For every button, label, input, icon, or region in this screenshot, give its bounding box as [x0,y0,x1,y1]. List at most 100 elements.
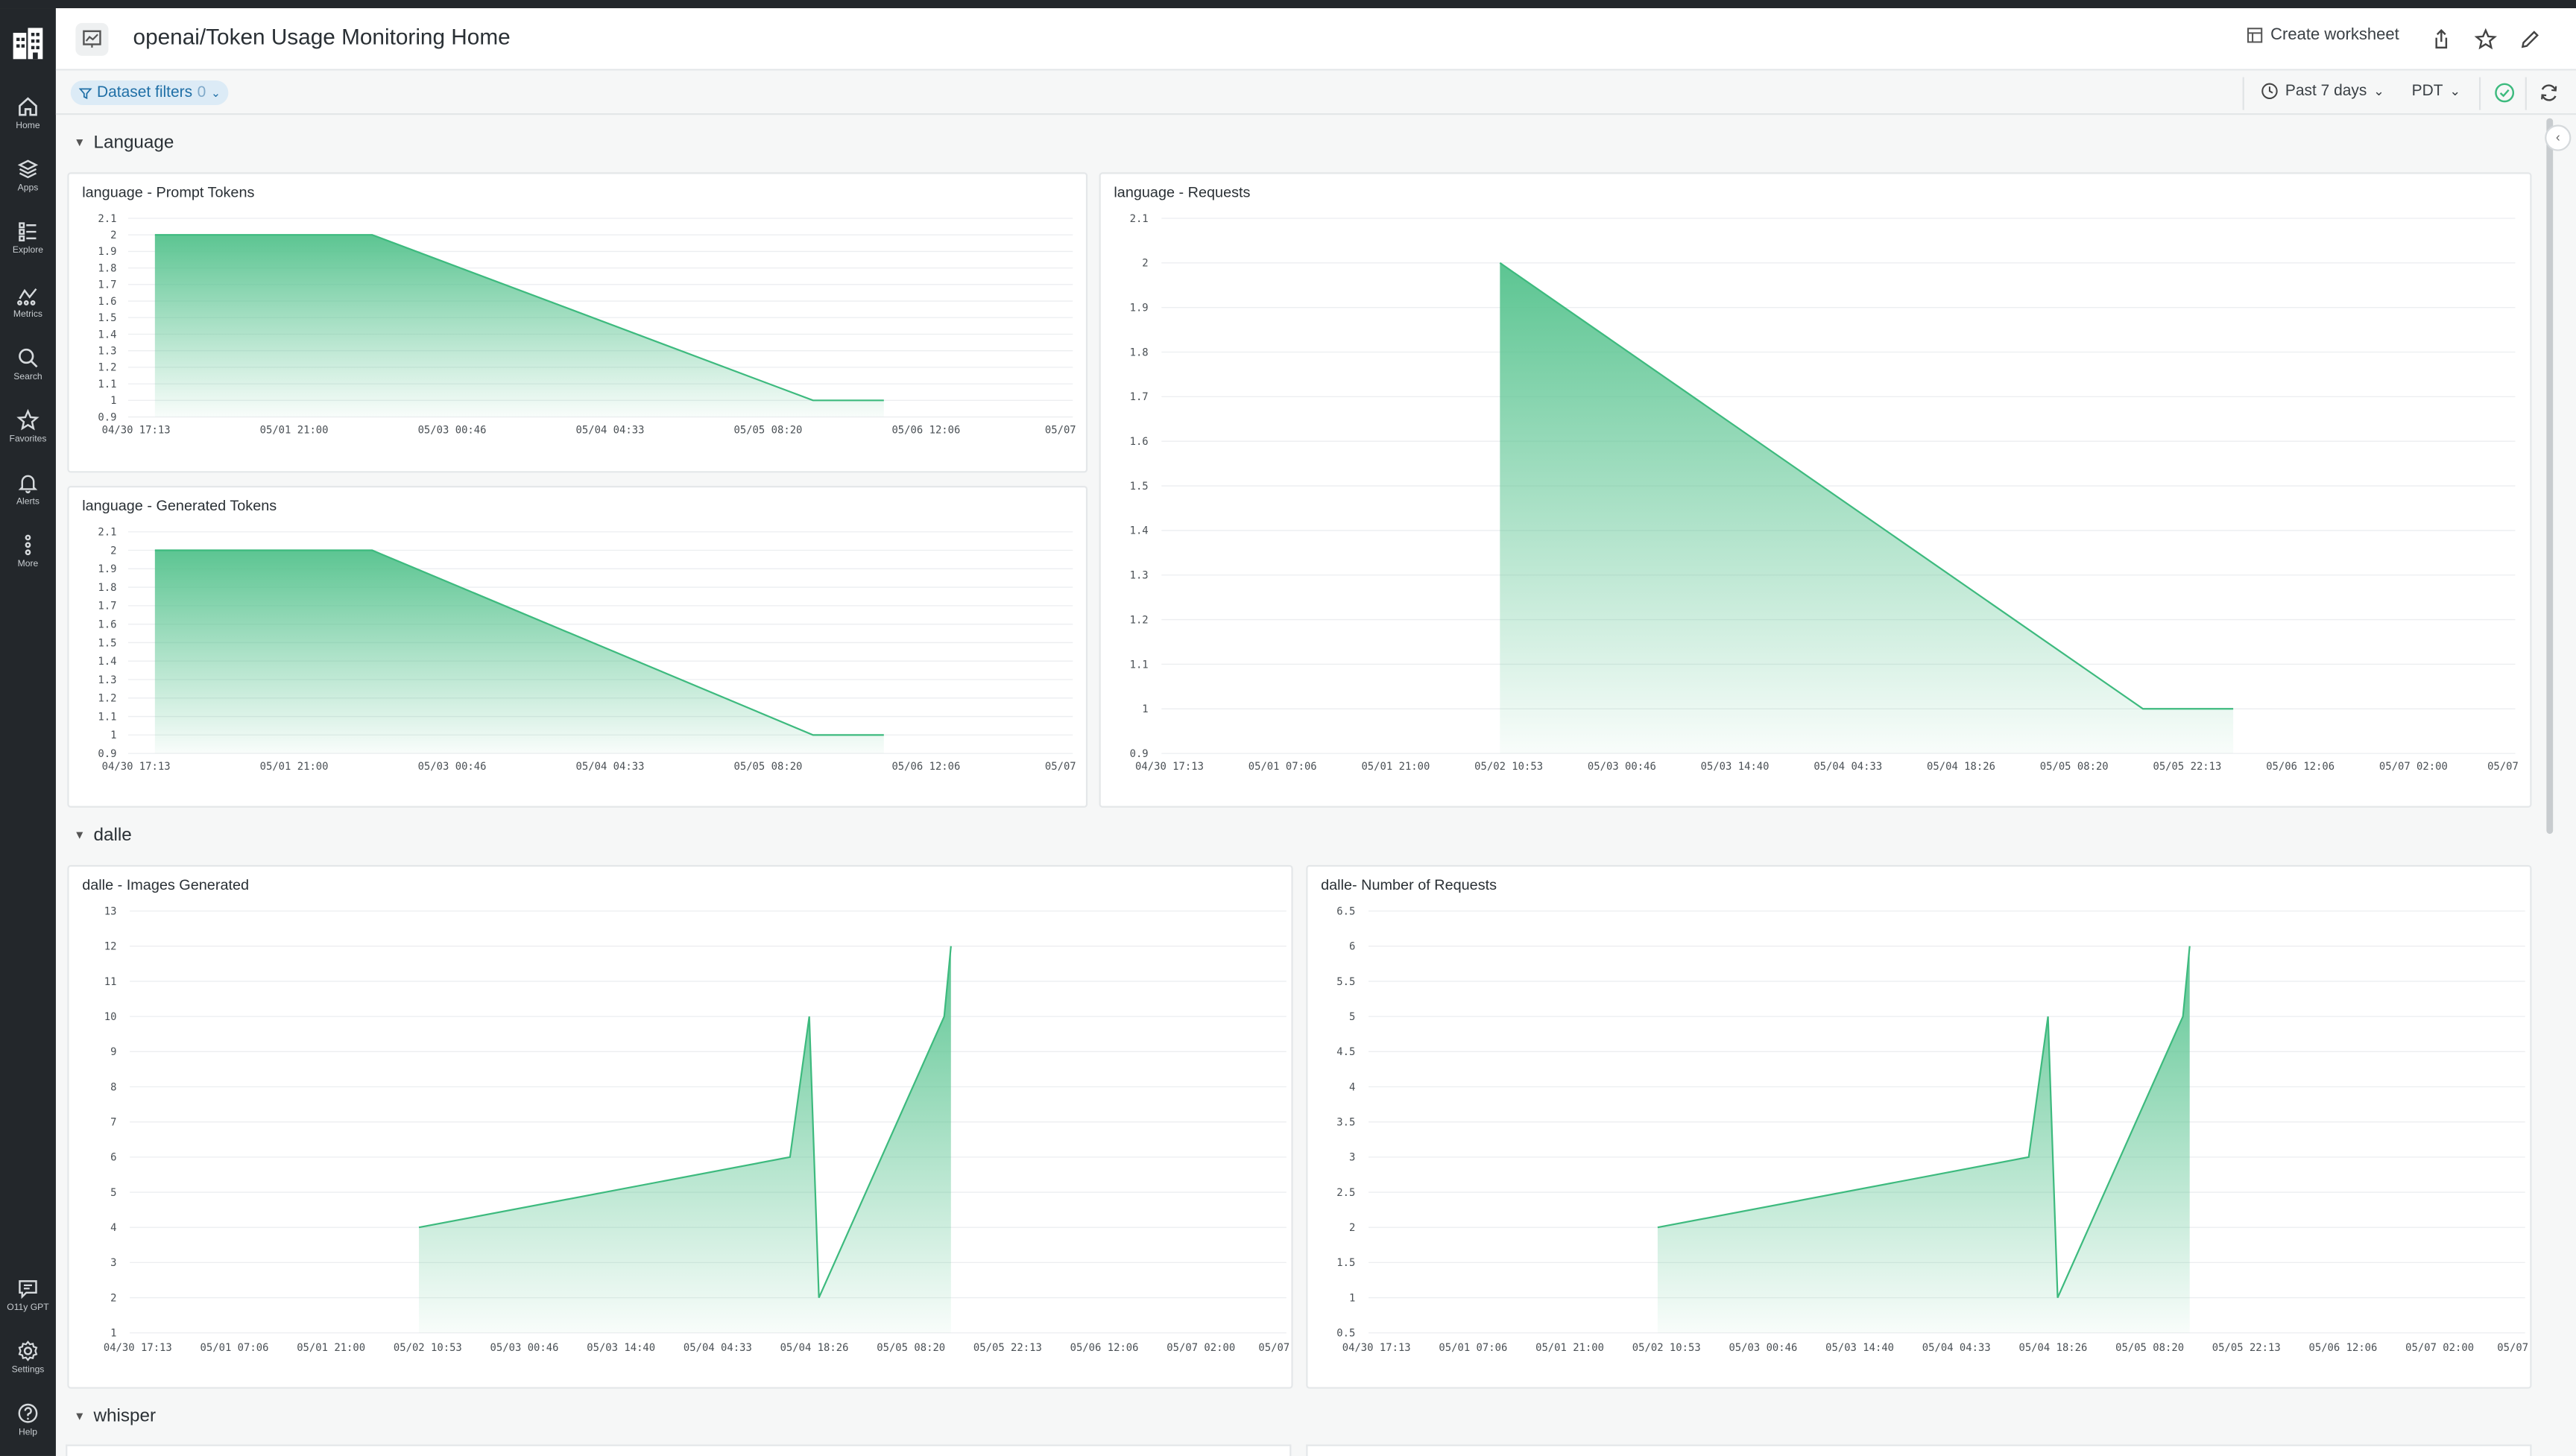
sidebar-item-label: O11y GPT [7,1303,49,1314]
sidebar-item-metrics[interactable]: Metrics [0,284,56,336]
collapse-panel-button[interactable]: ‹ [2545,124,2572,151]
sidebar-item-label: Favorites [9,434,47,445]
x-tick-label: 04/30 17:13 [1135,761,1204,773]
area-chart: 0.9 1 1.1 1.2 1.3 1.4 1.5 1.6 1.7 1.8 1.9 2 2.1 04/30… [1130,213,2519,773]
y-tick-label: 1.9 [98,563,116,575]
y-tick-label: 2 [110,1292,116,1304]
sidebar-item-o11y-gpt[interactable]: O11y GPT [0,1277,56,1329]
sidebar-item-apps[interactable]: Apps [0,157,56,209]
x-tick-label: 05/06 12:06 [891,761,960,773]
chart-panel-dalle-images-generated[interactable]: dalle - Images Generated 1 2 3 4 5 6 7 8 9 10 11 12… [67,864,1293,1389]
x-tick-label: 05/03 14:40 [1701,761,1770,773]
panel-title: language - Requests [1114,183,1251,200]
y-tick-label: 1.4 [98,656,116,668]
x-tick-label: 05/05 22:13 [2153,761,2221,773]
section-title: dalle [93,826,132,846]
chart-panel-language-generated-tokens[interactable]: language - Generated Tokens 0.9 1 1.1 1.2 1.… [67,486,1088,808]
sidebar-item-explore[interactable]: Explore [0,220,56,272]
y-tick-label: 10 [104,1011,117,1023]
sidebar-item-label: Home [16,121,40,132]
timezone-select[interactable]: PDT ⌄ [2412,82,2460,100]
x-tick-label: 05/07 02:00 [2405,1342,2474,1354]
x-tick-label: 05/01 21:00 [1361,761,1430,773]
refresh-icon[interactable] [2538,82,2560,104]
sidebar-item-search[interactable]: Search [0,346,56,399]
section-title: whisper [93,1406,157,1427]
x-tick-label: 04/30 17:13 [104,1342,172,1354]
divider [2478,77,2481,110]
sidebar-item-settings[interactable]: Settings [0,1340,56,1392]
y-tick-label: 1.8 [98,582,116,594]
y-tick-label: 6 [1349,941,1355,953]
sidebar-item-more[interactable]: More [0,534,56,586]
time-range-select[interactable]: Past 7 days ⌄ [2261,82,2384,100]
x-tick-label: 05/07 [2497,1342,2528,1354]
create-worksheet-label: Create worksheet [2270,26,2399,45]
y-tick-label: 1.4 [98,329,116,341]
time-range-value: Past 7 days [2285,82,2367,101]
x-tick-label: 05/07 [1045,425,1076,437]
y-tick-label: 1.1 [98,379,116,390]
sidebar-item-label: Explore [12,246,44,256]
y-tick-label: 1.8 [98,262,116,274]
y-tick-label: 1.6 [98,619,116,631]
x-tick-label: 05/03 00:46 [418,761,487,773]
chart-panel-language-prompt-tokens[interactable]: language - Prompt Tokens 0.9 1 1.1 1.2 1.3 1.… [67,172,1088,473]
y-tick-label: 1.9 [1130,303,1149,314]
caret-down-icon: ▼ [74,1411,86,1422]
y-tick-label: 1.3 [98,674,116,686]
page-title: openai/Token Usage Monitoring Home [133,25,511,50]
y-tick-label: 3.5 [1336,1117,1355,1129]
x-tick-label: 05/06 12:06 [2266,761,2334,773]
y-tick-label: 0.9 [98,748,116,760]
x-tick-label: 05/02 10:53 [1474,761,1543,773]
panel-title: dalle - Images Generated [82,876,250,893]
y-tick-label: 1.3 [98,346,116,358]
vertical-scrollbar[interactable] [2546,118,2554,835]
x-tick-label: 05/01 21:00 [297,1342,365,1354]
sidebar-item-favorites[interactable]: Favorites [0,408,56,461]
sidebar-item-help[interactable]: Help [0,1402,56,1454]
favorite-star-icon[interactable] [2474,28,2497,51]
x-tick-label: 05/07 02:00 [1167,1342,1235,1354]
share-icon[interactable] [2430,28,2453,51]
area-fill [419,946,951,1333]
whisper-panel-edge [66,1444,1292,1456]
sidebar-item-home[interactable]: Home [0,95,56,148]
y-tick-label: 1.2 [98,693,116,705]
y-tick-label: 1.7 [1130,391,1149,403]
building-logo-icon[interactable] [10,26,45,62]
y-tick-label: 1.3 [1130,570,1149,582]
section-dalle-toggle[interactable]: ▼ dalle [74,826,132,845]
series-line [154,234,884,402]
y-tick-label: 13 [104,905,117,917]
chart-panel-language-requests[interactable]: language - Requests 0.9 1 1.1 1.2 1.3 1.4 1.5 1… [1099,172,2532,808]
y-tick-label: 6.5 [1336,905,1355,917]
x-tick-label: 05/07 [2487,761,2519,773]
sidebar-item-alerts[interactable]: Alerts [0,471,56,523]
series-line [154,549,884,736]
x-tick-label: 05/05 08:20 [2115,1342,2184,1354]
x-tick-label: 05/07 [1045,761,1076,773]
chart-panel-dalle-number-of-requests[interactable]: dalle- Number of Requests 0.5 1 1.5 2 2.5 3 3.… [1306,864,2532,1389]
x-tick-label: 05/05 08:20 [2040,761,2109,773]
clock-icon [2261,83,2278,99]
y-tick-label: 1.2 [98,362,116,374]
sidebar-item-label: More [17,560,39,570]
section-whisper-toggle[interactable]: ▼ whisper [74,1407,156,1426]
x-tick-label: 05/05 22:13 [973,1342,1042,1354]
create-worksheet-button[interactable]: Create worksheet [2246,26,2399,44]
section-language-toggle[interactable]: ▼ Language [74,133,174,152]
y-tick-label: 4 [110,1222,116,1234]
chat-icon [19,1280,37,1300]
y-tick-label: 7 [110,1117,116,1129]
caret-down-icon: ▼ [74,829,86,841]
x-tick-label: 05/04 04:33 [1813,761,1882,773]
y-tick-label: 2.1 [98,527,116,539]
x-tick-label: 05/05 08:20 [877,1342,945,1354]
y-tick-label: 1 [110,395,116,407]
y-tick-label: 2.1 [1130,213,1149,225]
more-icon [25,534,31,556]
edit-pencil-icon[interactable] [2519,28,2542,51]
dataset-filters-button[interactable]: Dataset filters 0 ⌄ [70,80,229,105]
